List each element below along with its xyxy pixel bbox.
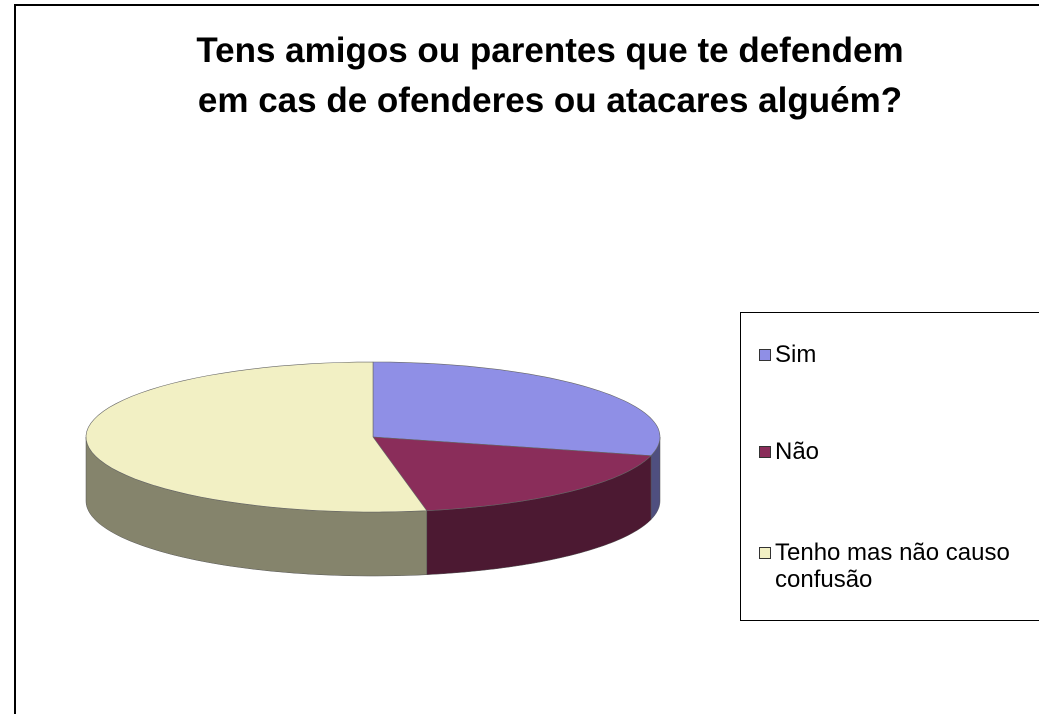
legend-label: Sim [775, 341, 817, 368]
legend-label: Tenho mas não causo confusão [775, 539, 1010, 593]
pie-slice [372, 436, 652, 512]
legend-label: Não [775, 438, 820, 465]
pie-slice [372, 361, 661, 457]
legend-swatch [759, 349, 771, 361]
pie-slice [85, 361, 428, 513]
legend: Sim Não Tenho mas não causo confusão [740, 312, 1039, 621]
legend-item: Tenho mas não causo confusão [759, 539, 1039, 593]
legend-swatch [759, 446, 771, 458]
legend-item: Não [759, 438, 1039, 465]
legend-item: Sim [759, 341, 1039, 368]
chart-frame [14, 4, 1039, 714]
chart-title: Tens amigos ou parentes que te defendem … [196, 31, 904, 120]
legend-swatch [759, 547, 771, 559]
